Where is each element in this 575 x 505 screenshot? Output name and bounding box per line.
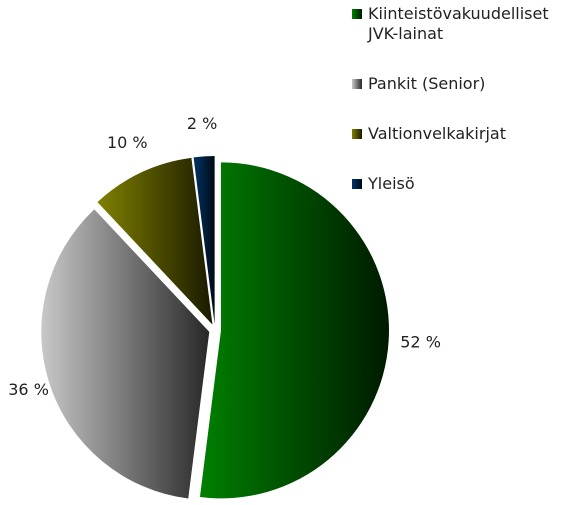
legend-item: Pankit (Senior) bbox=[352, 74, 572, 94]
legend-label: Kiinteistövakuudelliset JVK-lainat bbox=[368, 4, 549, 43]
legend-swatch bbox=[352, 129, 362, 139]
data-label: 10 % bbox=[107, 133, 148, 152]
pie-slice bbox=[41, 209, 210, 499]
legend-label: Pankit (Senior) bbox=[368, 74, 486, 93]
legend-swatch bbox=[352, 79, 362, 89]
legend-label: Yleisö bbox=[368, 174, 415, 193]
data-label: 36 % bbox=[8, 380, 49, 399]
legend-item: Yleisö bbox=[352, 174, 572, 194]
legend: Kiinteistövakuudelliset JVK-lainat Pankit… bbox=[352, 4, 572, 224]
legend-label: Valtionvelkakirjat bbox=[368, 124, 506, 143]
pie-slice bbox=[193, 156, 215, 325]
legend-item: Valtionvelkakirjat bbox=[352, 124, 572, 144]
data-label: 2 % bbox=[187, 114, 217, 133]
legend-swatch bbox=[352, 179, 362, 189]
pie-slice bbox=[97, 157, 213, 325]
pie-slice bbox=[199, 162, 389, 499]
legend-item: Kiinteistövakuudelliset JVK-lainat bbox=[352, 4, 572, 44]
legend-swatch bbox=[352, 9, 362, 19]
data-label: 52 % bbox=[400, 332, 441, 351]
